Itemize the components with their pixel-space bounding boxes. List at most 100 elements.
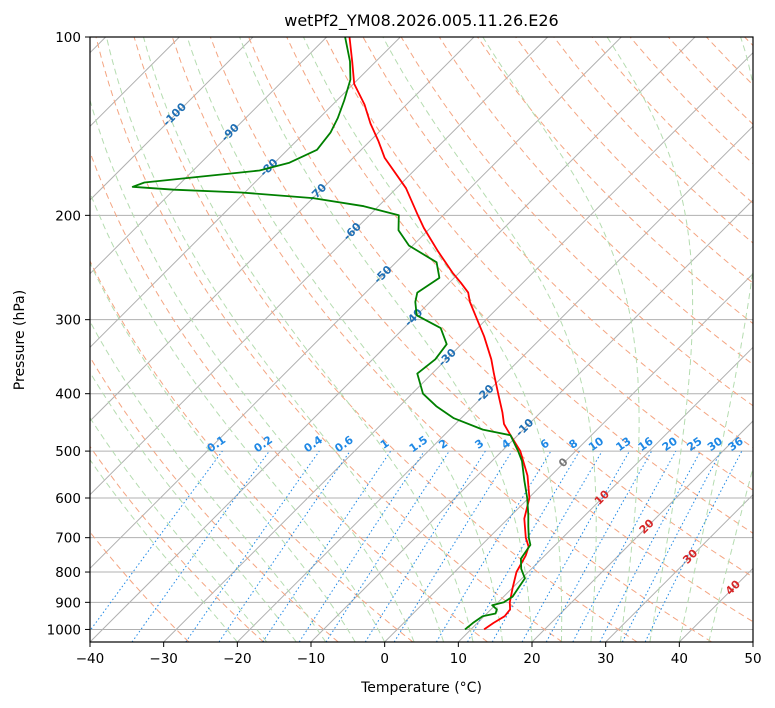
x-tick-label: 20 — [523, 651, 540, 667]
moist-adiabat-line — [106, 37, 445, 642]
dry-adiabat-line — [90, 259, 414, 642]
mixing-ratio-label: 0.6 — [332, 433, 356, 455]
temperature-profile-line — [348, 37, 531, 631]
x-tick-label: −20 — [223, 651, 252, 667]
dry-adiabat-line — [90, 356, 339, 642]
moist-adiabat-line — [90, 458, 238, 642]
dry-adiabat-line — [324, 37, 753, 491]
plot-frame — [89, 36, 754, 643]
isotherm-line — [310, 199, 753, 642]
mixing-ratio-line — [90, 450, 223, 632]
isotherm-line — [457, 346, 753, 642]
x-tick-label: −10 — [297, 651, 326, 667]
isotherm-line — [90, 37, 696, 642]
moist-adiabat-line — [382, 37, 597, 642]
mixing-ratio-line — [393, 450, 513, 642]
isotherm-line — [752, 641, 753, 642]
mixing-ratio-label: 1 — [378, 437, 392, 452]
dry-adiabat-line — [591, 37, 753, 204]
dry-adiabat-line — [248, 37, 753, 578]
mixing-ratio-label: 6 — [538, 437, 552, 452]
isotherm-line — [90, 37, 401, 349]
mixing-ratio-line — [364, 450, 486, 642]
y-tick-label: 500 — [55, 444, 81, 460]
isotherm-line — [163, 51, 753, 642]
y-tick-label: 200 — [55, 208, 81, 224]
dry-adiabat-line — [209, 37, 753, 623]
isotherm-line — [90, 37, 254, 201]
moist-adiabat-line — [239, 37, 533, 642]
dry-adiabat-line — [515, 37, 753, 284]
moist-adiabat-line — [708, 466, 753, 642]
chart-title: wetPf2_YM08.2026.005.11.26.E26 — [284, 11, 558, 31]
y-tick-label: 100 — [55, 30, 81, 46]
x-tick-label: 50 — [744, 651, 761, 667]
isotherm-line — [605, 493, 753, 642]
y-tick-label: 1000 — [47, 622, 81, 638]
isotherm-line — [90, 37, 328, 275]
mixing-ratio-line — [599, 450, 701, 642]
y-axis-label: Pressure (hPa) — [12, 290, 28, 390]
dry-adiabat-line — [706, 37, 753, 86]
moist-adiabat-line — [143, 37, 474, 642]
mixing-ratio-line — [572, 450, 677, 642]
mixing-ratio-line — [521, 450, 630, 642]
x-axis-label: Temperature (°C) — [360, 680, 482, 696]
moist-adiabat-line — [303, 37, 563, 642]
x-tick-label: 0 — [380, 651, 389, 667]
moist-adiabat-line — [90, 320, 327, 642]
mixing-ratio-label: 3 — [473, 437, 487, 452]
x-tick-label: 40 — [671, 651, 688, 667]
mixing-ratio-label: 0.1 — [205, 433, 228, 455]
mixing-ratio-line — [325, 450, 450, 642]
moist-adiabat-line — [90, 262, 356, 642]
x-tick-label: −40 — [76, 651, 105, 667]
mixing-ratio-label: 8 — [567, 437, 581, 452]
dry-adiabat-line — [744, 37, 753, 47]
y-tick-label: 600 — [55, 491, 81, 507]
moist-adiabat-line — [90, 98, 415, 642]
dry-adiabat-line — [90, 445, 264, 642]
mixing-ratio-line — [545, 450, 653, 642]
isotherm-line — [531, 420, 753, 642]
isotherm-line — [90, 37, 622, 570]
x-tick-label: 10 — [450, 651, 467, 667]
y-tick-label: 300 — [55, 313, 81, 329]
dry-adiabat-line — [95, 37, 563, 642]
dewpoint-profile-line — [131, 37, 532, 631]
moist-adiabat-line — [482, 37, 640, 642]
moist-adiabat-line — [90, 371, 297, 642]
moist-adiabat-line — [186, 37, 503, 642]
y-tick-label: 900 — [55, 595, 81, 611]
y-tick-label: 800 — [55, 565, 81, 581]
isotherm-line — [90, 37, 475, 422]
dry-adiabat-line — [171, 37, 712, 642]
isotherm-line — [236, 125, 753, 642]
mixing-ratio-line — [218, 450, 351, 642]
dry-adiabat-line — [667, 37, 753, 125]
mixing-ratio-label: 0.2 — [252, 433, 275, 455]
mixing-ratio-line — [185, 450, 320, 642]
x-tick-label: −30 — [149, 651, 178, 667]
mixing-ratio-label: 1.5 — [407, 433, 430, 455]
moist-adiabat-line — [90, 416, 268, 642]
dry-adiabat-line — [286, 37, 753, 534]
moist-adiabat-line — [606, 37, 694, 642]
mixing-ratio-line — [298, 450, 425, 642]
y-tick-label: 700 — [55, 531, 81, 547]
dry-adiabat-line — [90, 531, 190, 642]
x-tick-label: 30 — [597, 651, 614, 667]
dry-adiabat-line — [133, 37, 638, 642]
moist-adiabat-line — [678, 37, 753, 642]
mixing-ratio-line — [131, 450, 270, 642]
mixing-ratio-line — [644, 450, 743, 642]
mixing-ratio-line — [262, 450, 392, 642]
dry-adiabat-line — [90, 150, 488, 642]
dry-adiabat-line — [477, 37, 753, 325]
isotherm-label: 10 — [592, 487, 612, 507]
isotherm-line — [384, 272, 753, 642]
y-tick-label: 400 — [55, 387, 81, 403]
dry-adiabat-line — [553, 37, 753, 244]
mixing-ratio-label: 0.4 — [302, 433, 326, 455]
